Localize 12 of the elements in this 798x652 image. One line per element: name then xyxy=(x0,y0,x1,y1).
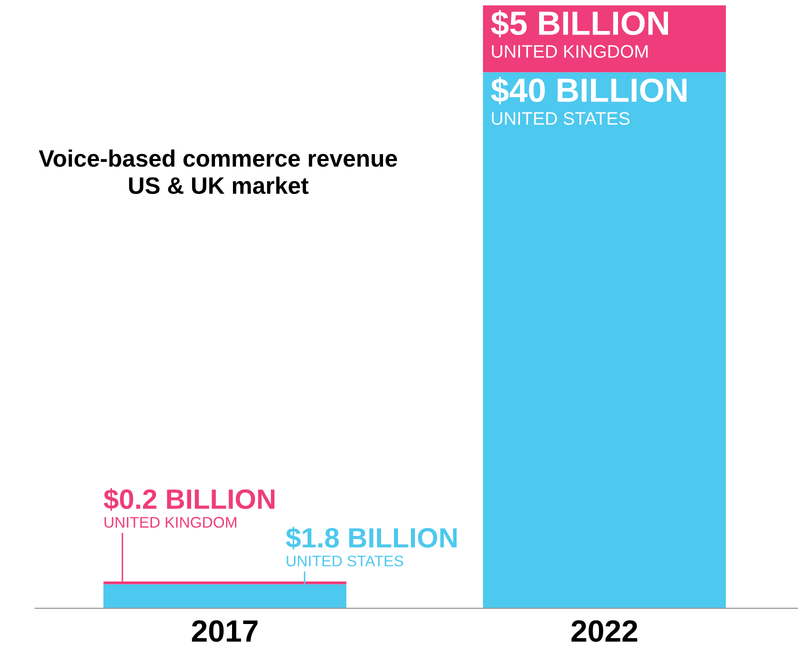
x-tick-label: 2022 xyxy=(572,620,638,642)
x-tick-label: 2017 xyxy=(192,620,258,642)
series-label: UNITED KINGDOM xyxy=(492,45,648,58)
text: Voice-based commerce revenue US & UK market xyxy=(38,150,397,194)
data-label: $0.2 BILLION xyxy=(104,488,274,511)
text: UNITED KINGDOM xyxy=(104,516,236,528)
data-label: $1.8 BILLION xyxy=(286,526,457,550)
bar xyxy=(482,72,726,608)
data-label: $40 BILLION xyxy=(491,77,687,104)
data-label: $5 BILLION xyxy=(491,10,668,38)
series-label: UNITED STATES xyxy=(492,112,630,125)
text: UNITED STATES xyxy=(286,556,404,566)
